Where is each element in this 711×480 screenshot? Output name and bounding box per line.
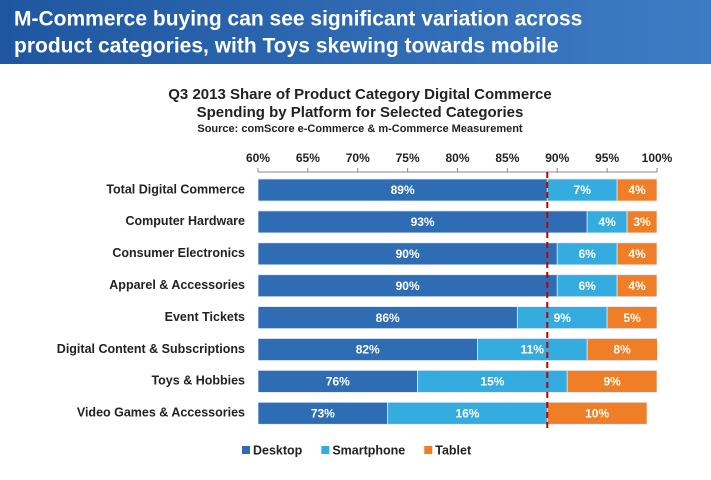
category-label: Computer Hardware: [126, 214, 246, 228]
plot: [258, 178, 657, 425]
category-label: Toys & Hobbies: [151, 374, 245, 388]
x-tick-label: 60%: [246, 151, 270, 165]
legend-label: Desktop: [253, 443, 303, 457]
data-label: 4%: [598, 215, 616, 229]
category-label: Video Games & Accessories: [77, 406, 245, 420]
x-tick-label: 90%: [545, 151, 569, 165]
data-label: 10%: [585, 406, 609, 420]
x-tick-label: 85%: [495, 151, 519, 165]
data-label: 93%: [411, 215, 435, 229]
x-tick-label: 80%: [445, 151, 469, 165]
data-label: 9%: [554, 311, 572, 325]
bar-segment: [586, 338, 657, 361]
legend-swatch: [424, 446, 433, 454]
data-label: 8%: [613, 343, 631, 357]
legend-label: Tablet: [435, 443, 472, 457]
data-label: 89%: [391, 183, 415, 197]
x-tick-label: 100%: [642, 151, 673, 165]
data-label: 11%: [521, 343, 545, 357]
data-label: 82%: [356, 343, 380, 357]
data-label: 7%: [574, 183, 592, 197]
data-label: 4%: [628, 183, 646, 197]
data-label: 90%: [396, 279, 420, 293]
chart-title: Q3 2013 Share of Product Category Digita…: [168, 86, 551, 103]
category-label: Consumer Electronics: [112, 246, 245, 260]
header-title: product categories, with Toys skewing to…: [14, 35, 559, 58]
category-label: Digital Content & Subscriptions: [57, 342, 245, 356]
legend-swatch: [321, 446, 330, 454]
data-label: 6%: [579, 247, 597, 261]
data-label: 76%: [326, 375, 350, 389]
x-tick-label: 70%: [346, 151, 370, 165]
data-label: 15%: [480, 375, 504, 389]
category-label: Apparel & Accessories: [109, 278, 245, 292]
data-label: 6%: [579, 279, 597, 293]
bar-segment: [616, 178, 657, 202]
bar-segment: [566, 369, 657, 393]
chart-subtitle: Source: comScore e-Commerce & m-Commerce…: [197, 123, 523, 135]
data-label: 5%: [623, 311, 641, 325]
bar-segment: [626, 210, 657, 234]
bar-segment: [616, 274, 657, 298]
chart-title: Spending by Platform for Selected Catego…: [197, 104, 524, 121]
category-label: Event Tickets: [165, 310, 245, 324]
x-tick-label: 95%: [595, 151, 619, 165]
data-label: 4%: [628, 247, 646, 261]
data-label: 4%: [628, 279, 646, 293]
header-title: M-Commerce buying can see significant va…: [14, 8, 582, 31]
data-label: 86%: [376, 311, 400, 325]
data-label: 16%: [455, 406, 479, 420]
category-label: Total Digital Commerce: [106, 182, 245, 196]
header-band: [0, 0, 711, 64]
bar-segment: [606, 306, 657, 330]
x-tick-label: 75%: [396, 151, 420, 165]
legend-swatch: [242, 446, 250, 454]
data-label: 9%: [603, 375, 621, 389]
x-tick-label: 65%: [296, 151, 320, 165]
bar-segment: [616, 242, 657, 266]
data-label: 90%: [396, 247, 420, 261]
legend-label: Smartphone: [332, 443, 405, 457]
data-label: 73%: [311, 406, 335, 420]
data-label: 3%: [633, 215, 651, 229]
